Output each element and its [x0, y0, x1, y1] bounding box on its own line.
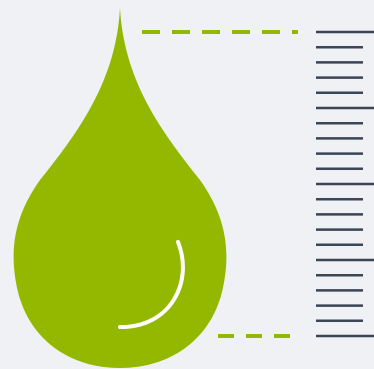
- drop: [13, 8, 227, 368]
- ruler: [316, 30, 374, 338]
- drop-highlight: [118, 240, 185, 330]
